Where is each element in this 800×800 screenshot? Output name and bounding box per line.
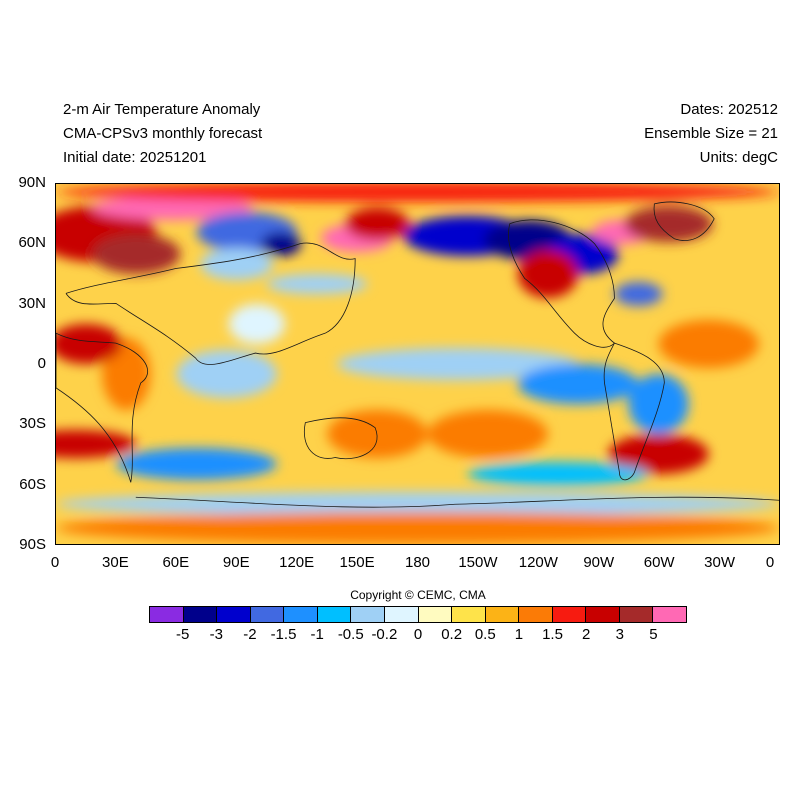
initial-date: Initial date: 20251201 [63,149,207,166]
colorbar-swatch [619,607,654,622]
lat-tick-label: 60S [19,475,46,493]
colorbar-swatch [217,607,251,622]
anomaly-region [624,206,713,242]
colorbar-swatch [519,607,553,622]
map-title: 2-m Air Temperature Anomaly [63,101,261,118]
anomaly-region [260,232,302,256]
lon-tick-label: 120W [518,554,558,571]
anomaly-region [92,196,253,220]
colorbar-label: -0.5 [337,626,364,643]
colorbar-swatch [250,607,285,622]
lat-tick-label: 30S [19,415,46,433]
coastlines [56,201,779,508]
lat-tick-label: 0 [37,355,46,372]
anomaly-map [56,184,779,544]
colorbar-swatch [284,607,318,622]
colorbar-label: -1 [310,626,324,643]
lat-tick-label: 30N [18,294,46,312]
colorbar-swatch [452,607,486,622]
anomaly-region [92,234,181,274]
colorbar-swatch [418,607,453,622]
colorbar-swatch [317,607,352,622]
colorbar-swatch [552,607,587,622]
anomaly-region [427,410,549,458]
colorbar-label: -5 [175,626,190,643]
colorbar-label: 0 [413,626,423,643]
lat-tick-label: 60N [18,234,46,252]
lat-tick-label: 90N [18,174,46,191]
colorbar-swatch [485,607,520,622]
anomaly-region [116,447,277,480]
colorbar-label: 2 [581,626,591,643]
lon-tick-label: 30E [102,554,129,571]
lon-tick-label: 0 [765,554,775,571]
colorbar-swatch [384,607,419,622]
lat-tick-label: 90S [19,536,46,553]
forecast-dates: Dates: 202512 [680,101,778,118]
anomaly-region [56,511,779,544]
lon-tick-label: 60W [643,554,675,571]
colorbar-swatch [150,607,184,622]
ensemble-size: Ensemble Size = 21 [644,125,778,142]
anomaly-region [628,374,689,434]
anomaly-region [228,304,285,344]
anomaly-region [56,491,779,516]
lon-tick-label: 180 [404,554,431,571]
header-right: Dates: 202512 Ensemble Size = 21 Units: … [644,98,778,170]
units: Units: degC [699,149,778,166]
anomaly-region [56,184,779,202]
colorbar-swatch [351,607,385,622]
colorbar [149,606,687,623]
colorbar-label: 3 [615,626,624,643]
colorbar-label: 0.5 [474,626,496,643]
model-name: CMA-CPSv3 monthly forecast [63,125,263,142]
anomaly-region [345,208,410,240]
header-left: 2-m Air Temperature Anomaly CMA-CPSv3 mo… [63,98,262,170]
anomaly-region [337,348,579,380]
map-plot [55,183,780,545]
colorbar-swatch [183,607,218,622]
anomaly-region [266,274,368,294]
colorbar-label: -0.2 [371,626,398,643]
anomaly-region [176,350,277,398]
colorbar-label: 0.2 [441,626,463,643]
anomaly-region [56,324,123,364]
lon-tick-label: 150E [339,554,375,571]
anomaly-region [517,250,579,298]
lon-tick-label: 90W [583,554,615,571]
copyright-notice: Copyright © CEMC, CMA [350,588,486,602]
colorbar-label: -1.5 [270,626,297,643]
lon-tick-label: 0 [50,554,60,571]
colorbar-label: 1.5 [542,626,563,643]
anomaly-region [517,364,639,404]
lon-tick-label: 150W [458,554,498,571]
colorbar-swatch [653,607,686,622]
colorbar-label: -3 [209,626,223,643]
colorbar-label: 5 [649,626,658,643]
anomaly-region [608,434,709,474]
colorbar-label: -2 [243,626,257,643]
lon-tick-label: 30W [704,554,735,571]
anomaly-region [614,282,663,306]
anomaly-region [658,320,759,368]
lon-tick-label: 120E [279,554,315,571]
colorbar-label: 1 [514,626,524,643]
lon-tick-label: 90E [222,554,250,571]
colorbar-swatch [586,607,620,622]
anomaly-region [467,462,649,486]
anomaly-region [56,430,137,458]
lon-tick-label: 60E [162,554,190,571]
anomaly-field [56,184,779,544]
